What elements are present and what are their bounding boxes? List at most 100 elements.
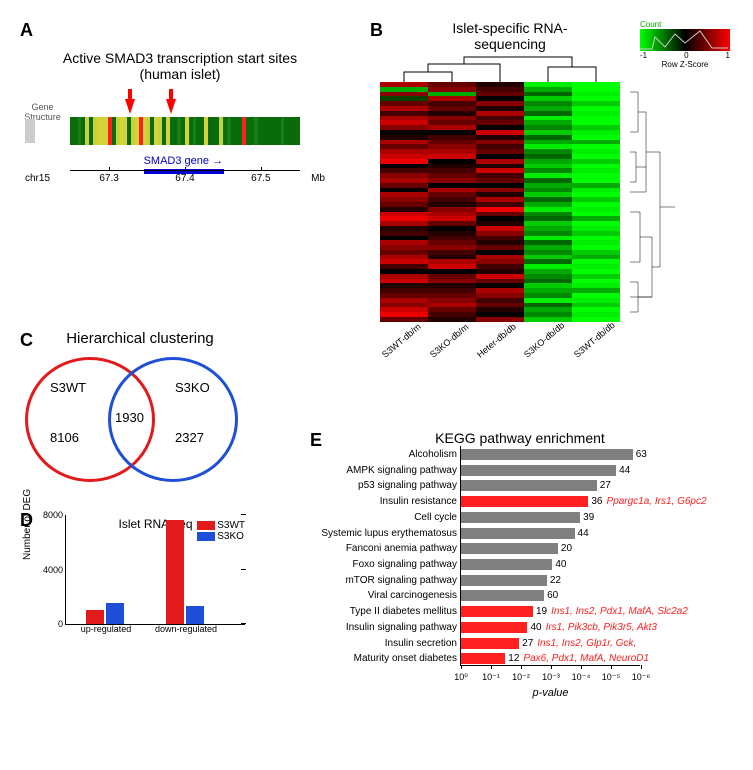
kegg-bar xyxy=(461,653,505,664)
heatmap-xlabel: S3WT-db/m xyxy=(380,321,423,359)
heatmap-column xyxy=(428,82,476,322)
kegg-bar xyxy=(461,606,533,617)
kegg-row: mTOR signaling pathway22 xyxy=(461,574,561,587)
kegg-count: 12 xyxy=(508,653,519,664)
kegg-row: Type II diabetes mellitus19Ins1, Ins2, P… xyxy=(461,605,688,618)
kegg-category: Cell cycle xyxy=(311,512,461,523)
kegg-row: Insulin signaling pathway40Irs1, Pik3cb,… xyxy=(461,621,657,634)
kegg-xtick: 10⁻⁶ xyxy=(632,672,650,683)
legend-sub: Row Z-Score xyxy=(640,60,730,69)
tss-arrow-head xyxy=(125,99,135,114)
panel-e: KEGG pathway enrichment p-value Alcoholi… xyxy=(310,430,740,666)
zt1: 0 xyxy=(684,51,688,60)
zscore-bar xyxy=(640,29,730,51)
kegg-bar xyxy=(461,590,544,601)
kegg-row: p53 signaling pathway27 xyxy=(461,479,611,492)
tss-arrow-head xyxy=(166,99,176,114)
kegg-bar xyxy=(461,480,597,491)
heatmap-xlabel: Heter-db/db xyxy=(475,321,518,359)
kegg-xtick: 10⁻² xyxy=(512,672,530,683)
kegg-genes: Ppargc1a, Irs1, G6pc2 xyxy=(607,496,707,507)
kegg-bar xyxy=(461,622,527,633)
kegg-bar xyxy=(461,449,633,460)
kegg-row: Insulin resistance36Ppargc1a, Irs1, G6pc… xyxy=(461,495,707,508)
panel-a: Active SMAD3 transcription start sites (… xyxy=(20,20,340,171)
ytick-label: 8000 xyxy=(43,510,66,520)
legend-sw-s3wt xyxy=(197,521,215,530)
heatmap-column xyxy=(476,82,524,322)
kegg-bar xyxy=(461,559,552,570)
venn-right-n: 2327 xyxy=(175,430,204,445)
kegg-count: 39 xyxy=(583,512,594,523)
bar-s3ko xyxy=(106,603,124,624)
bar-s3ko xyxy=(186,606,204,624)
kegg-category: Insulin secretion xyxy=(311,638,461,649)
xlabel: up-regulated xyxy=(66,624,146,634)
kegg-count: 22 xyxy=(550,575,561,586)
gene-track: Gene Structure xyxy=(70,117,300,145)
kegg-genes: Pax6, Pdx1, MafA, NeuroD1 xyxy=(523,653,649,664)
venn-center-n: 1930 xyxy=(115,410,144,425)
bar-s3wt xyxy=(166,520,184,625)
kegg-count: 20 xyxy=(561,543,572,554)
kegg-bar xyxy=(461,638,519,649)
kegg-bar xyxy=(461,496,588,507)
kegg-category: p53 signaling pathway xyxy=(311,480,461,491)
bar-s3wt xyxy=(86,610,104,624)
kegg-count: 36 xyxy=(591,496,602,507)
panel-a-subtitle: (human islet) xyxy=(20,66,340,82)
zscore-legend: Count -1 0 1 Row Z-Score xyxy=(640,20,730,69)
kegg-genes: Irs1, Pik3cb, Pik3r5, Akt3 xyxy=(546,622,657,633)
chr-label: chr15 xyxy=(25,173,50,184)
legend-s3ko: S3KO xyxy=(217,531,244,542)
panel-d-legend: S3WT S3KO xyxy=(197,520,245,542)
heatmap-xlabel: S3KO-db/m xyxy=(428,322,470,360)
kegg-count: 44 xyxy=(619,465,630,476)
kegg-genes: Ins1, Ins2, Glp1r, Gck, xyxy=(537,638,636,649)
panel-c-title: Hierarchical clustering xyxy=(40,330,240,347)
kegg-xlabel: p-value xyxy=(461,687,640,699)
panel-b-title2: sequencing xyxy=(410,36,610,52)
axis-tick-label: 67.4 xyxy=(175,173,194,184)
xlabel: down-regulated xyxy=(146,624,226,634)
heatmap-column xyxy=(380,82,428,322)
panel-a-axis: chr15 Mb 67.367.467.5 xyxy=(70,170,300,171)
panel-b-title: Islet-specific RNA- xyxy=(410,20,610,36)
kegg-bar xyxy=(461,575,547,586)
kegg-bar xyxy=(461,465,616,476)
kegg-category: Type II diabetes mellitus xyxy=(311,606,461,617)
kegg-count: 40 xyxy=(530,622,541,633)
kegg-category: Foxo signaling pathway xyxy=(311,559,461,570)
gene-segment xyxy=(296,117,300,145)
heatmap xyxy=(380,82,620,322)
venn-left-n: 8106 xyxy=(50,430,79,445)
kegg-bar xyxy=(461,528,575,539)
kegg-category: mTOR signaling pathway xyxy=(311,575,461,586)
zt2: 1 xyxy=(726,51,730,60)
kegg-count: 44 xyxy=(578,528,589,539)
bar-chart-d: Islet RNA-seq S3WT S3KO 040008000up-regu… xyxy=(65,515,245,625)
dendrogram-right xyxy=(630,82,680,322)
dendrogram-top xyxy=(380,52,620,82)
heatmap-column xyxy=(572,82,620,322)
kegg-xtick: 10⁻⁴ xyxy=(572,672,591,683)
venn-left-label: S3WT xyxy=(50,380,86,395)
ytick-label: 0 xyxy=(58,619,66,629)
kegg-row: Viral carcinogenesis60 xyxy=(461,589,558,602)
legend-count-label: Count xyxy=(640,20,730,29)
mb-label: Mb xyxy=(311,173,325,184)
panel-e-title: KEGG pathway enrichment xyxy=(370,430,670,446)
kegg-category: Insulin signaling pathway xyxy=(311,622,461,633)
kegg-xtick: 10⁻³ xyxy=(542,672,560,683)
ytick-label: 4000 xyxy=(43,565,66,575)
kegg-count: 19 xyxy=(536,606,547,617)
kegg-row: Foxo signaling pathway40 xyxy=(461,558,567,571)
kegg-chart: p-value Alcoholism63AMPK signaling pathw… xyxy=(460,446,640,666)
heatmap-column xyxy=(524,82,572,322)
legend-s3wt: S3WT xyxy=(217,520,245,531)
kegg-count: 27 xyxy=(600,480,611,491)
venn-diagram: S3WT S3KO 8106 1930 2327 xyxy=(20,355,240,485)
kegg-count: 40 xyxy=(555,559,566,570)
kegg-xtick: 10⁰ xyxy=(454,672,468,683)
kegg-category: Maturity onset diabetes xyxy=(311,653,461,664)
